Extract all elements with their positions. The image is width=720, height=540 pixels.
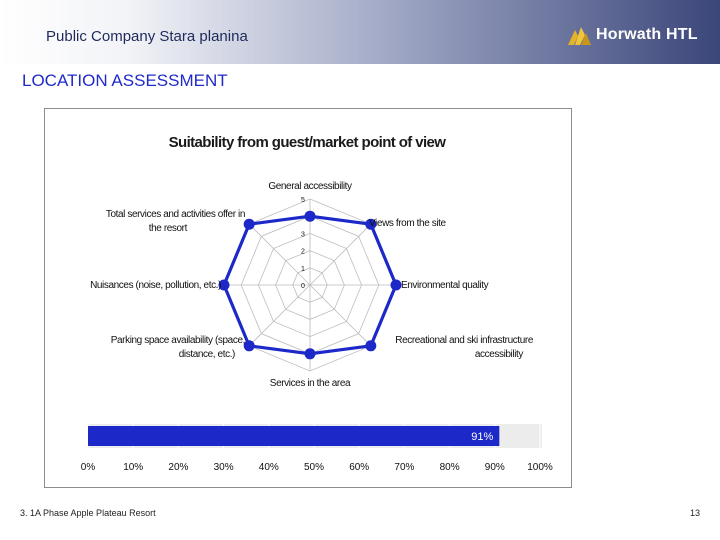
radar-point (243, 218, 255, 230)
radar-axis-label-line2: the resort (149, 223, 188, 234)
bar-tick-label: 70% (394, 462, 414, 473)
bar-tick-label: 40% (259, 462, 279, 473)
radar-axis-label-line2: distance, etc.) (179, 349, 235, 360)
radar-axis-label: Nuisances (noise, pollution, etc.) (90, 280, 221, 291)
horwath-logo: Horwath HTL (566, 24, 698, 46)
radar-chart: 0 1 2 3 5 General accessibility Views from the… (90, 181, 534, 389)
radar-axis-label: Views from the site (369, 218, 447, 229)
bar-value-label: 91% (471, 431, 493, 443)
radar-spoke (309, 223, 372, 286)
radar-spoke (248, 223, 311, 286)
radar-spoke (248, 284, 311, 347)
radar-axis-label: Services in the area (270, 378, 351, 389)
bar-fill (88, 426, 500, 446)
radar-point (304, 348, 316, 360)
logo-text: Horwath HTL (596, 26, 698, 43)
radar-scale-tick: 2 (301, 249, 305, 256)
radar-point (365, 218, 377, 230)
bar-tick-label: 10% (123, 462, 143, 473)
radar-scale-tick: 3 (301, 231, 305, 238)
radar-spoke (309, 284, 372, 347)
radar-axis-label: Recreational and ski infrastructure (395, 335, 534, 346)
bar-tick-label: 80% (440, 462, 460, 473)
logo-mark-icon (568, 27, 591, 45)
radar-point (365, 340, 377, 352)
radar-point (304, 210, 316, 222)
radar-axis-label: Parking space availability (space, (111, 335, 245, 346)
radar-point (243, 340, 255, 352)
radar-point (218, 279, 230, 291)
progress-bar-chart: 91% 0% 10% 20% 30% 40% 50% 60% 70% 80% 90% 100% (81, 424, 553, 473)
header-band: Public Company Stara planina Horwath HTL (0, 0, 720, 64)
bar-tick-label: 0% (81, 462, 96, 473)
radar-point (390, 279, 402, 291)
chart-frame: Suitability from guest/market point of v… (44, 108, 572, 488)
company-name: Public Company Stara planina (46, 28, 248, 45)
bar-tick-label: 20% (168, 462, 188, 473)
bar-tick-label: 90% (485, 462, 505, 473)
radar-scale-tick: 5 (301, 197, 305, 204)
bar-tick-label: 60% (349, 462, 369, 473)
page-number: 13 (689, 508, 700, 518)
chart-title: Suitability from guest/market point of v… (169, 134, 447, 151)
radar-scale-tick: 0 (301, 283, 305, 290)
chart-canvas: Suitability from guest/market point of v… (81, 134, 553, 473)
radar-axis-label: Total services and activities offer in (106, 209, 245, 220)
bar-tick-label: 100% (527, 462, 553, 473)
bar-tick-label: 50% (304, 462, 324, 473)
radar-axis-label-line2: accessibility (475, 349, 524, 360)
section-title: LOCATION ASSESSMENT (22, 71, 228, 90)
bar-tick-label: 30% (214, 462, 234, 473)
radar-axis-label: Environmental quality (401, 280, 489, 291)
radar-axis-label: General accessibility (268, 181, 352, 192)
radar-scale-tick: 1 (301, 266, 305, 273)
footer-project: 3. 1A Phase Apple Plateau Resort (20, 508, 156, 518)
